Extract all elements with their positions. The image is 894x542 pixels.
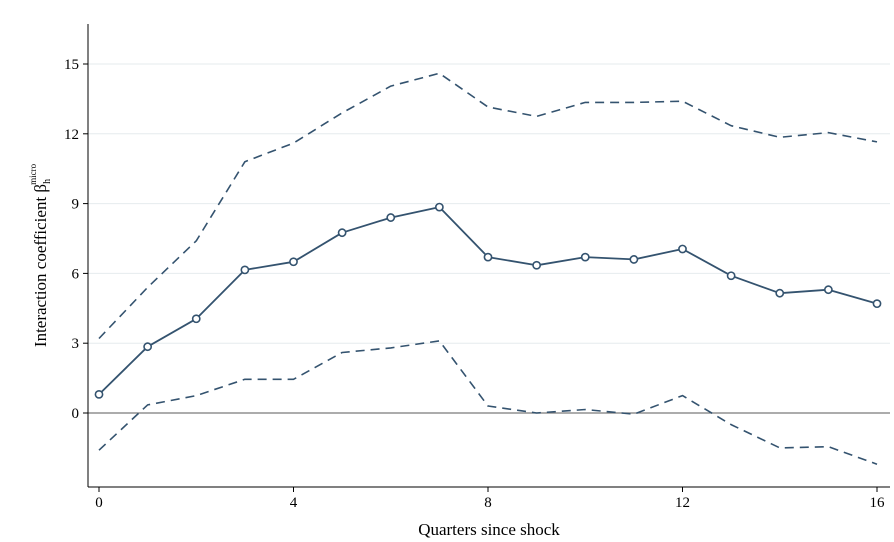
series-lines xyxy=(98,72,878,465)
y-axis-label: Interaction coefficient βhmicro xyxy=(28,163,53,347)
y-tick-label-6: 6 xyxy=(72,266,80,282)
estimate-point-2 xyxy=(191,314,201,324)
x-tick-label-12: 12 xyxy=(675,495,690,511)
estimate-point-16 xyxy=(872,299,882,309)
y-axis-label-main: Interaction coefficient β xyxy=(31,184,50,347)
estimate-point-10 xyxy=(580,252,590,262)
y-axis-label-superscript: micro xyxy=(28,163,38,184)
lower-bound-line xyxy=(98,340,878,465)
estimate-point-8 xyxy=(483,252,493,262)
x-tick-label-16: 16 xyxy=(870,495,886,511)
estimate-point-1 xyxy=(143,342,153,352)
estimate-point-4 xyxy=(289,257,298,267)
estimate-point-0 xyxy=(94,389,104,399)
y-tick-label-12: 12 xyxy=(64,127,79,143)
tick-marks: 0 3 6 9 12 15 0 4 8 12 16 xyxy=(64,57,885,511)
estimate-point-6 xyxy=(386,213,396,222)
y-tick-label-9: 9 xyxy=(72,197,80,213)
x-tick-label-8: 8 xyxy=(484,495,492,511)
estimate-point-11 xyxy=(629,255,639,264)
estimate-point-15 xyxy=(823,285,833,295)
grid-lines xyxy=(88,63,890,344)
estimate-point-13 xyxy=(726,271,736,281)
y-tick-label-3: 3 xyxy=(72,336,80,352)
y-axis-label-subscript: h xyxy=(42,179,53,184)
estimate-point-3 xyxy=(240,265,250,275)
upper-bound-line xyxy=(98,72,878,340)
y-tick-label-15: 15 xyxy=(64,57,79,73)
y-tick-label-0: 0 xyxy=(72,406,80,422)
x-tick-label-0: 0 xyxy=(95,495,103,511)
estimate-point-12 xyxy=(678,244,687,254)
series-markers xyxy=(94,202,882,399)
x-axis-label: Quarters since shock xyxy=(418,520,560,539)
estimate-point-7 xyxy=(434,202,444,212)
estimate-point-9 xyxy=(532,260,542,270)
axes xyxy=(87,24,890,488)
svg-text:Interaction coefficient βhmicr: Interaction coefficient βhmicro xyxy=(28,163,53,347)
estimate-line xyxy=(98,206,878,396)
estimate-point-14 xyxy=(775,288,785,298)
x-tick-label-4: 4 xyxy=(290,495,298,511)
estimate-point-5 xyxy=(337,228,347,238)
